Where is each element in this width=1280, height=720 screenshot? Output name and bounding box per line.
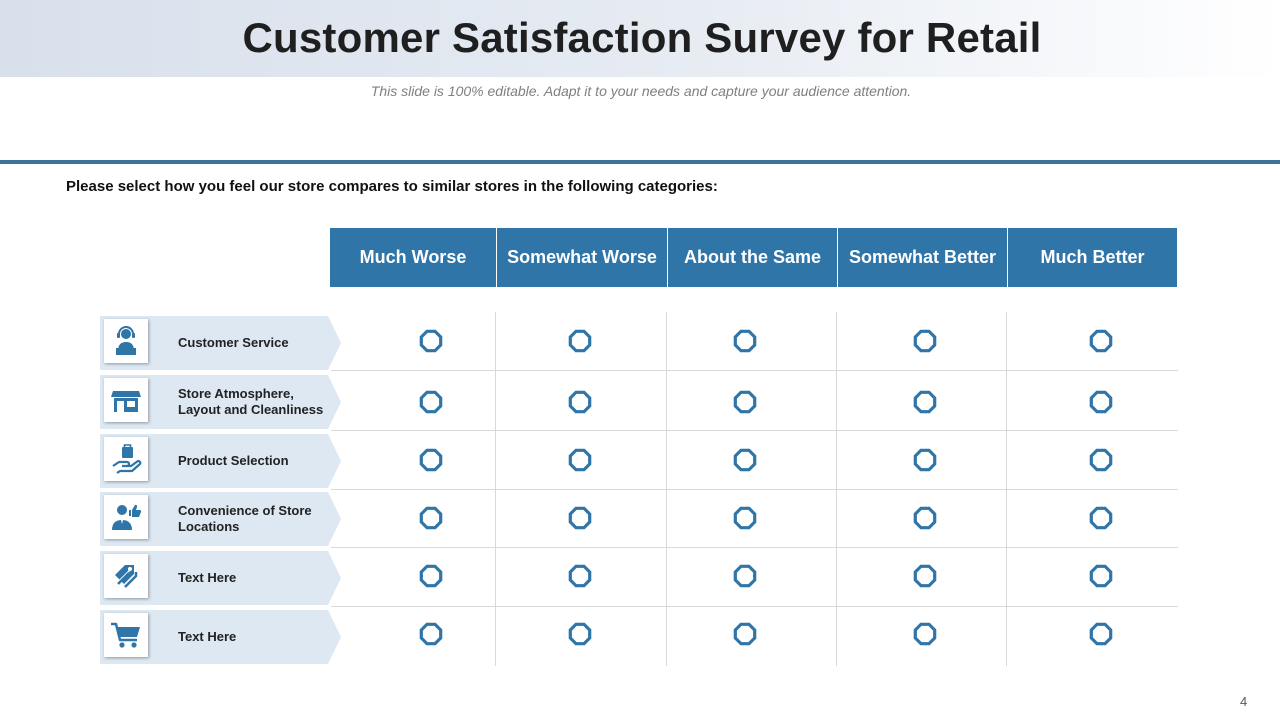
column-header-somewhat-worse: Somewhat Worse: [496, 228, 667, 287]
row-label: Product Selection: [178, 453, 289, 468]
rating-option-radio[interactable]: [912, 505, 938, 531]
row-label: Customer Service: [178, 335, 289, 350]
slide-title: Customer Satisfaction Survey for Retail: [242, 14, 1042, 61]
customer-service-icon: [104, 319, 148, 363]
column-header-about-the-same: About the Same: [667, 228, 837, 287]
rating-option-radio[interactable]: [912, 328, 938, 354]
row-divider: [331, 430, 1178, 431]
row-divider: [331, 606, 1178, 607]
title-band: [0, 0, 1280, 77]
rating-header-row: Much Worse Somewhat Worse About the Same…: [330, 228, 1177, 287]
rating-option-radio[interactable]: [1088, 328, 1114, 354]
row-divider: [331, 489, 1178, 490]
survey-row-text-here-1: Text Here: [100, 549, 1178, 607]
page-number: 4: [1240, 694, 1248, 709]
rating-option-radio[interactable]: [418, 447, 444, 473]
rating-option-radio[interactable]: [567, 389, 593, 415]
rating-option-radio[interactable]: [567, 505, 593, 531]
rating-option-radio[interactable]: [912, 621, 938, 647]
column-header-much-better: Much Better: [1007, 228, 1177, 287]
survey-row-convenience: Convenience of Store Locations: [100, 490, 1178, 548]
storefront-icon: [104, 378, 148, 422]
rating-option-radio[interactable]: [567, 621, 593, 647]
slide-subtitle: This slide is 100% editable. Adapt it to…: [370, 83, 912, 99]
rating-option-radio[interactable]: [567, 563, 593, 589]
rating-option-radio[interactable]: [732, 328, 758, 354]
survey-row-product-selection: Product Selection: [100, 432, 1178, 490]
rating-option-radio[interactable]: [1088, 563, 1114, 589]
rating-option-radio[interactable]: [732, 389, 758, 415]
rating-option-radio[interactable]: [732, 563, 758, 589]
survey-row-text-here-2: Text Here: [100, 608, 1178, 666]
survey-row-store-atmosphere: Store Atmosphere, Layout and Cleanliness: [100, 373, 1178, 431]
rating-option-radio[interactable]: [912, 447, 938, 473]
survey-instruction: Please select how you feel our store com…: [66, 178, 718, 195]
rating-option-radio[interactable]: [418, 389, 444, 415]
survey-row-customer-service: Customer Service: [100, 314, 1178, 372]
rating-option-radio[interactable]: [732, 447, 758, 473]
rating-option-radio[interactable]: [567, 447, 593, 473]
row-label: Text Here: [178, 629, 237, 644]
person-thumbs-up-icon: [104, 495, 148, 539]
rating-option-radio[interactable]: [912, 389, 938, 415]
divider-rule: [0, 160, 1280, 164]
rating-option-radio[interactable]: [418, 328, 444, 354]
rating-option-radio[interactable]: [418, 505, 444, 531]
row-label: Text Here: [178, 570, 237, 585]
rating-option-radio[interactable]: [1088, 621, 1114, 647]
rating-option-radio[interactable]: [1088, 389, 1114, 415]
row-label: Store Atmosphere, Layout and Cleanliness: [178, 386, 324, 417]
rating-option-radio[interactable]: [567, 328, 593, 354]
rating-option-radio[interactable]: [732, 505, 758, 531]
shopping-cart-icon: [104, 613, 148, 657]
row-label: Convenience of Store Locations: [178, 503, 312, 534]
rating-option-radio[interactable]: [732, 621, 758, 647]
rating-option-radio[interactable]: [912, 563, 938, 589]
column-header-somewhat-better: Somewhat Better: [837, 228, 1007, 287]
rating-option-radio[interactable]: [1088, 505, 1114, 531]
column-header-much-worse: Much Worse: [359, 247, 467, 267]
row-divider: [331, 370, 1178, 371]
rating-option-radio[interactable]: [1088, 447, 1114, 473]
rating-option-radio[interactable]: [418, 621, 444, 647]
price-tags-icon: [104, 554, 148, 598]
shopping-bag-hand-icon: [104, 437, 148, 481]
row-divider: [331, 547, 1178, 548]
rating-option-radio[interactable]: [418, 563, 444, 589]
